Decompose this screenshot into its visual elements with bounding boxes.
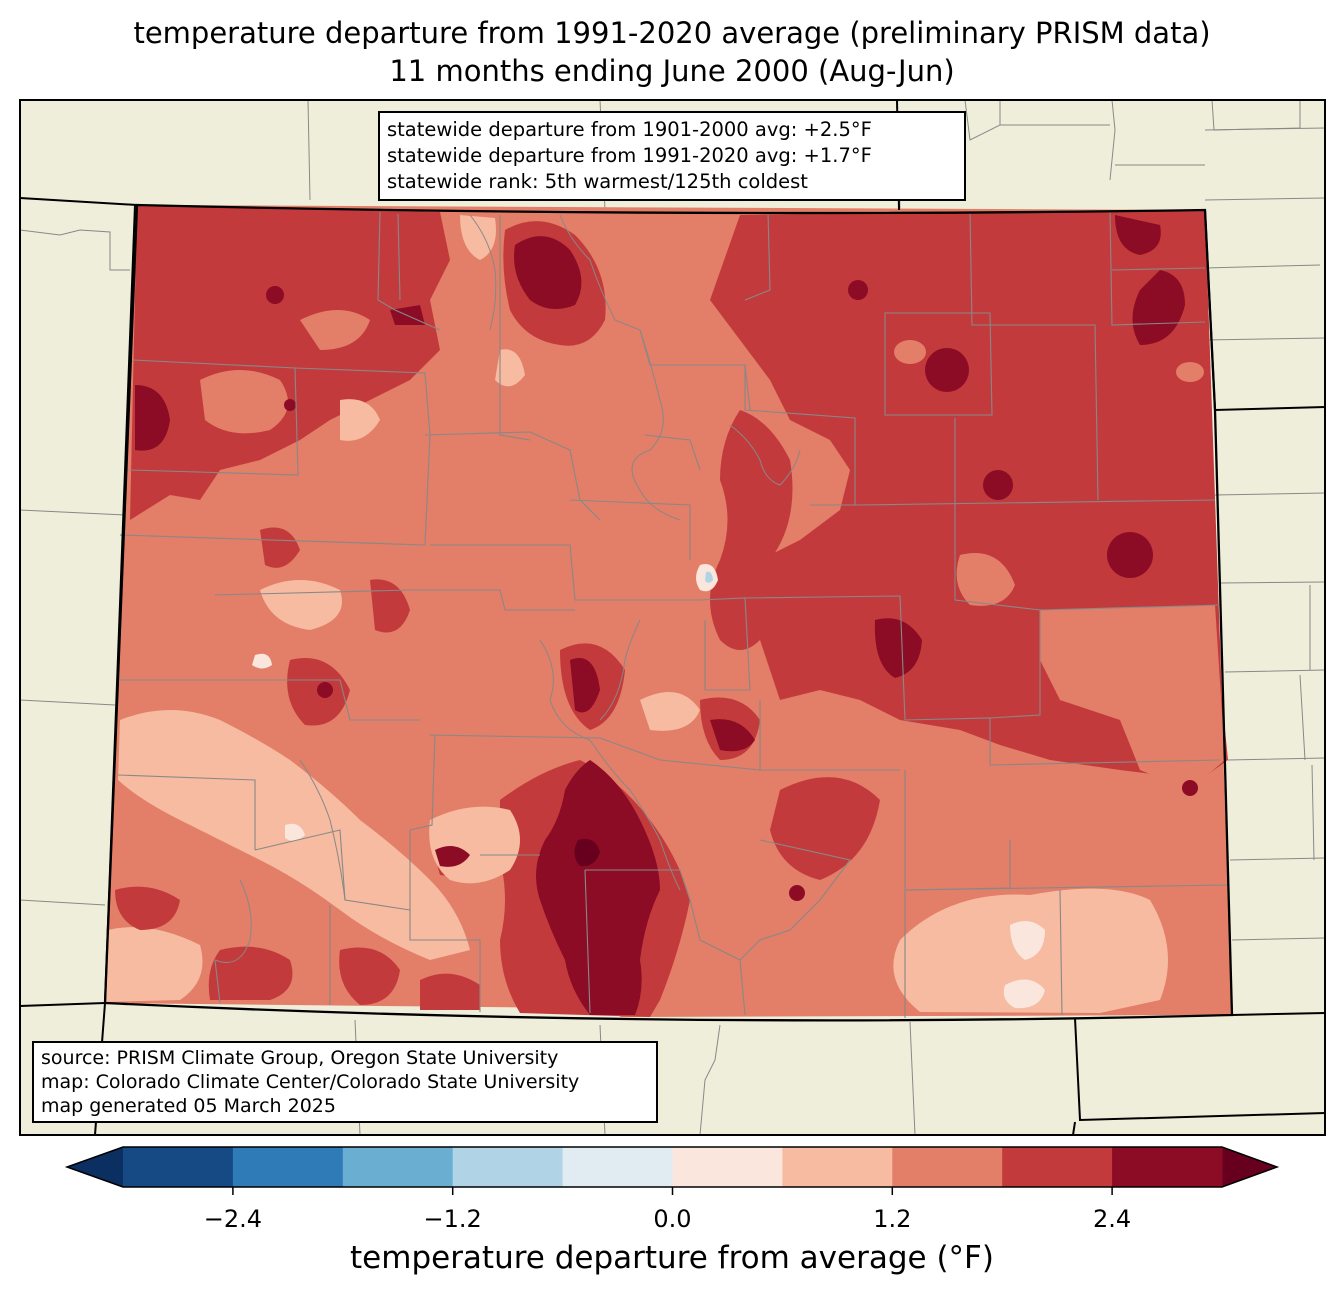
contour-northwest-small-dark	[266, 286, 425, 411]
colorbar-extend-high	[1222, 1147, 1277, 1187]
statewide-stats-box: statewide departure from 1901-2000 avg: …	[378, 111, 966, 201]
contour-southwest-bottom-light	[106, 927, 203, 1002]
contour-east-plains-lighter	[956, 553, 1015, 606]
wiggly-county-lines	[214, 214, 801, 963]
map-title: temperature departure from 1991-2020 ave…	[0, 14, 1344, 90]
colorbar-tick-label: 0.0	[653, 1205, 692, 1233]
colorbar-tick-label: −1.2	[423, 1205, 482, 1233]
contour-sanjuan-light	[429, 806, 520, 884]
colorbar-segment	[123, 1147, 234, 1187]
map-panel	[19, 99, 1326, 1136]
contour-baca-red	[770, 777, 880, 880]
county-boundaries	[117, 211, 1229, 1018]
colorbar-segment	[342, 1147, 454, 1187]
colorbar-label: temperature departure from average (°F)	[350, 1240, 994, 1276]
contour-light-spots-east	[894, 340, 1204, 382]
departure-contours	[106, 205, 1232, 1017]
colorbar-segment	[892, 1147, 1003, 1187]
colorbar	[64, 1146, 1280, 1195]
colorbar-segment	[452, 1147, 564, 1187]
colorbar-segment	[562, 1147, 673, 1187]
colorbar-tick-label: 1.2	[873, 1205, 912, 1233]
stats-line-1: statewide departure from 1901-2000 avg: …	[387, 118, 872, 141]
colorbar-tick-label: −2.4	[203, 1205, 263, 1233]
colorbar-extend-low	[67, 1147, 123, 1187]
contour-hotspots-east	[789, 215, 1198, 901]
credits-map: map: Colorado Climate Center/Colorado St…	[41, 1071, 580, 1093]
contour-southeast-pale	[1003, 921, 1045, 1009]
title-line-2: 11 months ending June 2000 (Aug-Jun)	[389, 54, 955, 88]
credits-box: source: PRISM Climate Group, Oregon Stat…	[32, 1041, 658, 1123]
contour-front-range-blue	[705, 571, 713, 583]
credits-source: source: PRISM Climate Group, Oregon Stat…	[41, 1047, 559, 1069]
contour-front-range-red	[710, 410, 793, 650]
contour-northwest-orange-intrusion	[200, 310, 370, 434]
colorbar-segment	[672, 1147, 783, 1187]
colorbar-segment	[1002, 1147, 1113, 1187]
contour-westcentral-dark	[317, 658, 755, 752]
stats-line-2: statewide departure from 1991-2020 avg: …	[387, 144, 872, 167]
colorbar-outline	[64, 1146, 1280, 1188]
contour-southeast-orange	[1040, 605, 1225, 790]
colorado-border	[103, 203, 1234, 1022]
map-frame	[19, 99, 1326, 1136]
title-line-1: temperature departure from 1991-2020 ave…	[133, 16, 1211, 50]
contour-northpark-dark	[514, 236, 582, 309]
contour-sanjuan-darkspot	[435, 846, 470, 867]
credits-generated: map generated 05 March 2025	[41, 1095, 336, 1117]
colorbar-tick-label: 2.4	[1093, 1205, 1132, 1233]
stats-line-3: statewide rank: 5th warmest/125th coldes…	[387, 170, 808, 193]
contour-sangre-dark	[536, 760, 660, 1015]
contour-northwest-red	[130, 205, 450, 520]
colorbar-segment	[1112, 1147, 1223, 1187]
contour-southwest-pale	[252, 653, 305, 841]
colorbar-segment	[782, 1147, 893, 1187]
colorbar-segment	[232, 1147, 344, 1187]
contour-sangre-darker	[574, 838, 600, 867]
contour-northwest-dark	[135, 385, 170, 451]
